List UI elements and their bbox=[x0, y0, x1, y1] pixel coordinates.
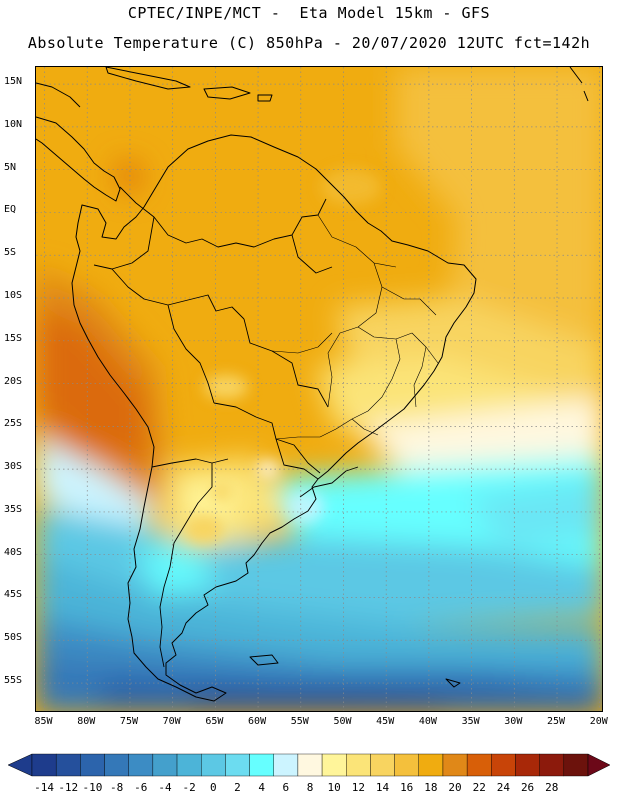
colorbar-segment bbox=[491, 753, 516, 777]
lon-tick-label: 40W bbox=[418, 716, 437, 727]
lat-lon-gridlines bbox=[36, 67, 602, 711]
lon-tick-label: 75W bbox=[119, 716, 138, 727]
colorbar-tick-label: 4 bbox=[258, 781, 265, 794]
lat-tick-label: 10N bbox=[4, 118, 23, 130]
lon-tick-label: 45W bbox=[376, 716, 395, 727]
lon-tick-label: 85W bbox=[34, 716, 53, 727]
colorbar-segment bbox=[466, 753, 492, 777]
central-america-coastline bbox=[36, 116, 121, 202]
colorbar-segment bbox=[321, 753, 347, 777]
colorbar-segment bbox=[442, 753, 468, 777]
colorbar-tick-label: 2 bbox=[234, 781, 241, 794]
colorbar-high-arrow bbox=[587, 753, 611, 777]
brazil-state-borders bbox=[271, 214, 439, 440]
colorbar-segment bbox=[128, 753, 154, 777]
map-title-source: CPTEC/INPE/MCT - Eta Model 15km - GFS bbox=[127, 4, 491, 22]
lon-tick-label: 55W bbox=[290, 716, 309, 727]
colorbar-tick-label: 20 bbox=[448, 781, 462, 794]
island-outline bbox=[257, 94, 273, 102]
colorbar-tick-label: 18 bbox=[424, 781, 438, 794]
colorbar-tick-label: 8 bbox=[306, 781, 314, 794]
lon-tick-label: 60W bbox=[248, 716, 267, 727]
lat-tick-label: 35S bbox=[4, 503, 23, 515]
lat-tick-label: 15N bbox=[4, 76, 23, 88]
lon-tick-label: 35W bbox=[461, 716, 480, 727]
lon-tick-label: 50W bbox=[333, 716, 352, 727]
colorbar-segment bbox=[152, 753, 178, 777]
colorbar-tick-label: -6 bbox=[134, 781, 148, 794]
country-borders bbox=[93, 186, 359, 668]
colorbar-tick-label: 6 bbox=[282, 781, 290, 794]
lon-tick-label: 65W bbox=[205, 716, 224, 727]
lat-tick-label: 5S bbox=[4, 247, 17, 259]
lon-tick-label: 30W bbox=[504, 716, 523, 727]
hispaniola-outline bbox=[203, 86, 251, 100]
temperature-colorbar bbox=[7, 753, 611, 777]
colorbar-segment bbox=[80, 753, 105, 777]
colorbar-tick-label: -2 bbox=[182, 781, 196, 794]
colorbar-tick-label: 0 bbox=[209, 781, 217, 794]
colorbar-tick-label: 16 bbox=[400, 781, 414, 794]
lat-tick-label: 55S bbox=[4, 675, 23, 687]
colorbar-tick-label: -4 bbox=[158, 781, 172, 794]
colorbar-segment bbox=[249, 753, 274, 777]
lat-tick-label: 15S bbox=[4, 332, 23, 344]
south-georgia-outline bbox=[445, 678, 461, 688]
colorbar-tick-label: 10 bbox=[327, 781, 341, 794]
falklands-outline bbox=[249, 654, 279, 666]
continent-outline bbox=[36, 67, 589, 702]
lon-tick-label: 20W bbox=[589, 716, 608, 727]
colorbar-segment bbox=[104, 753, 129, 777]
colorbar-segment bbox=[563, 753, 589, 777]
colorbar-segment bbox=[539, 753, 565, 777]
colorbar-segment bbox=[418, 753, 444, 777]
colorbar-segment bbox=[55, 753, 81, 777]
cuba-outline bbox=[105, 67, 191, 90]
lat-tick-label: 50S bbox=[4, 632, 23, 644]
lat-tick-label: 30S bbox=[4, 461, 23, 473]
map-canvas bbox=[36, 67, 602, 711]
colorbar-tick-label: -14 bbox=[34, 781, 55, 794]
colorbar-segment bbox=[176, 753, 202, 777]
lat-tick-label: 45S bbox=[4, 589, 23, 601]
colorbar-low-arrow bbox=[7, 753, 33, 777]
colorbar-tick-label: 14 bbox=[375, 781, 390, 794]
colorbar-tick-label: 12 bbox=[351, 781, 365, 794]
colorbar-segment bbox=[31, 753, 57, 777]
colorbar-segment bbox=[394, 753, 419, 777]
colorbar-segment bbox=[346, 753, 371, 777]
lat-tick-label: 40S bbox=[4, 546, 23, 558]
lon-tick-label: 70W bbox=[162, 716, 181, 727]
south-america-coastline bbox=[71, 134, 477, 702]
antilles-outline bbox=[569, 67, 589, 102]
colorbar-segment bbox=[370, 753, 395, 777]
colorbar-segment bbox=[201, 753, 226, 777]
colorbar-tick-label: 28 bbox=[545, 781, 559, 794]
colorbar-segment bbox=[297, 753, 323, 777]
lat-tick-label: EQ bbox=[4, 204, 17, 216]
lon-tick-label: 80W bbox=[77, 716, 96, 727]
lon-tick-label: 25W bbox=[546, 716, 566, 727]
colorbar-tick-label: -8 bbox=[109, 781, 124, 794]
colorbar-segment bbox=[515, 753, 540, 777]
colorbar-segment bbox=[225, 753, 250, 777]
colorbar-tick-label: -12 bbox=[58, 781, 79, 794]
lat-tick-label: 5N bbox=[4, 161, 17, 173]
colorbar-tick-label: 24 bbox=[496, 781, 511, 794]
colorbar-tick-label: 26 bbox=[520, 781, 535, 794]
temperature-map bbox=[35, 66, 603, 712]
temperature-field bbox=[36, 67, 602, 711]
lat-tick-label: 25S bbox=[4, 418, 23, 430]
lat-tick-label: 20S bbox=[4, 375, 23, 387]
lat-tick-label: 10S bbox=[4, 290, 23, 302]
colorbar-segment bbox=[273, 753, 299, 777]
caribbean-coast bbox=[36, 82, 81, 108]
colorbar-tick-label: 22 bbox=[472, 781, 486, 794]
map-title-variable: Absolute Temperature (C) 850hPa - 20/07/… bbox=[27, 34, 591, 52]
colorbar-tick-label: -10 bbox=[82, 781, 103, 794]
